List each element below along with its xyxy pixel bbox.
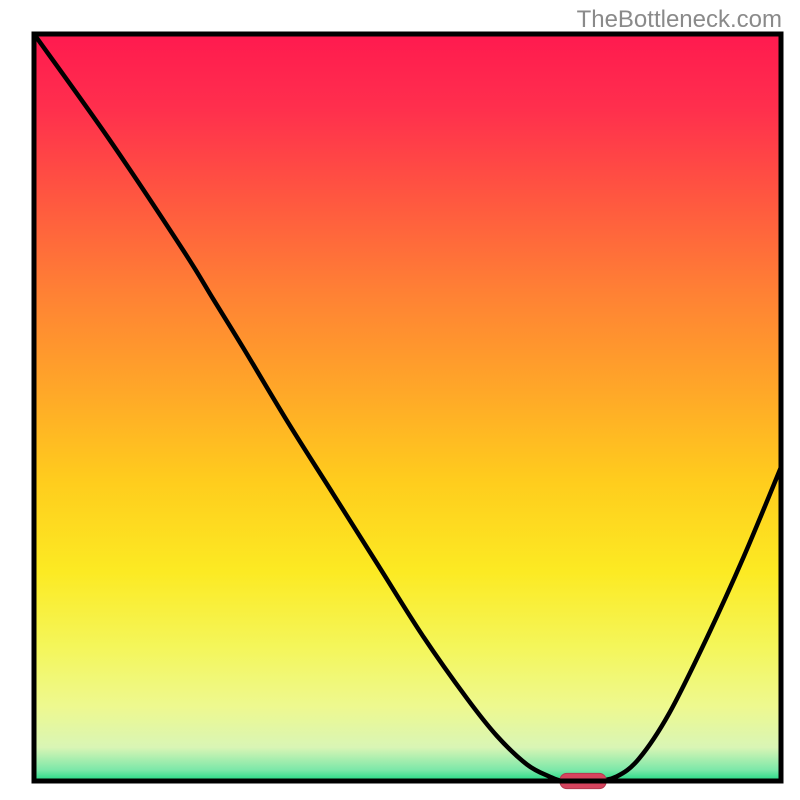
chart-container: TheBottleneck.com (0, 0, 800, 800)
chart-svg (0, 0, 800, 800)
gradient-background (34, 34, 781, 781)
watermark-text: TheBottleneck.com (577, 6, 782, 34)
